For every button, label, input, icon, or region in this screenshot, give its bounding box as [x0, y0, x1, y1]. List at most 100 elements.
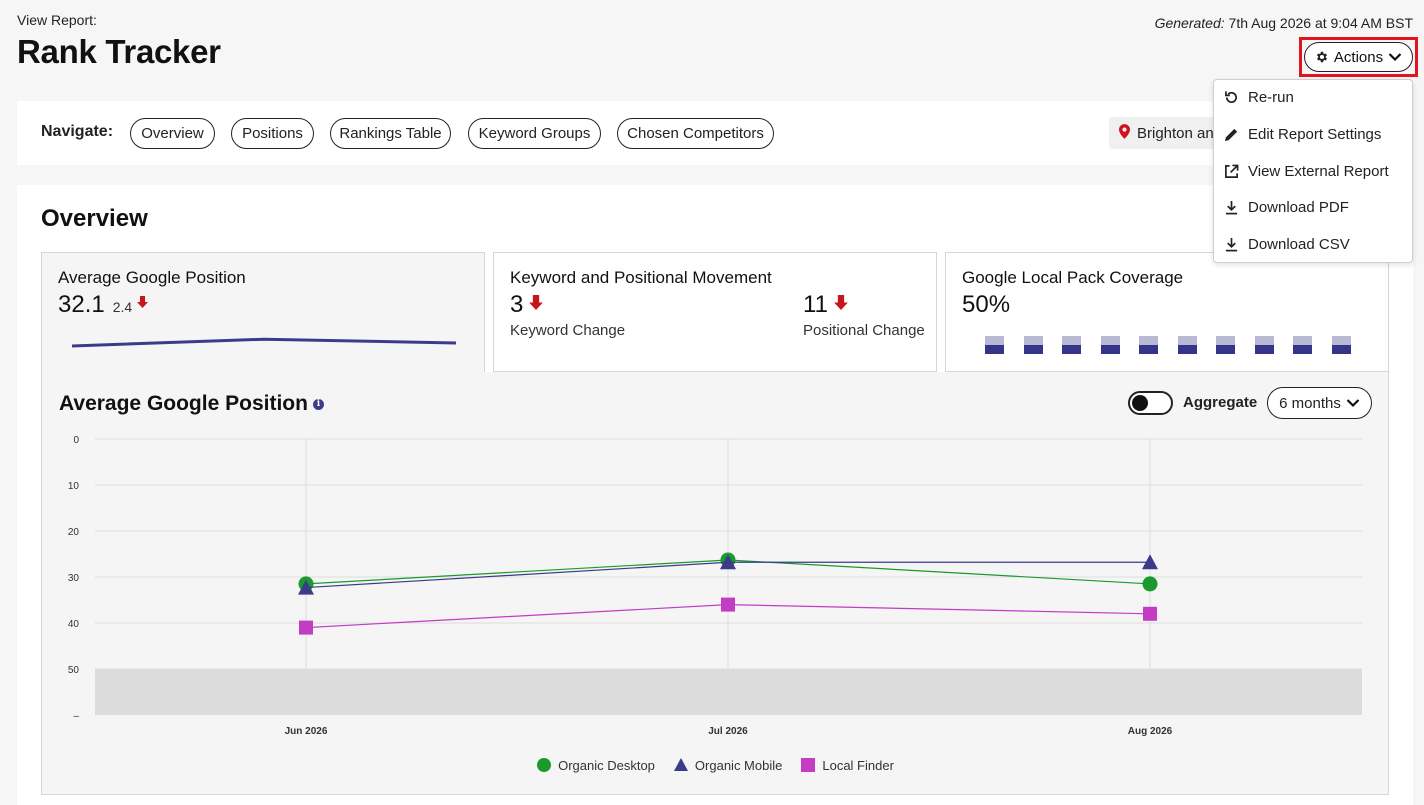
legend-label: Local Finder — [822, 757, 894, 773]
coverage-bar-fill — [1100, 345, 1120, 354]
local-pack-bars — [985, 336, 1370, 354]
legend-organic-mobile[interactable]: Organic Mobile — [673, 757, 782, 773]
x-tick-label: Aug 2026 — [1128, 726, 1173, 737]
coverage-bar-fill — [985, 345, 1004, 354]
range-select-value: 6 months — [1279, 394, 1341, 412]
nav-pill-chosen-competitors[interactable]: Chosen Competitors — [617, 118, 774, 149]
chart-title-text: Average Google Position — [59, 392, 308, 415]
menu-item-download-pdf[interactable]: Download PDF — [1214, 192, 1412, 222]
menu-item-rerun[interactable]: Re-run — [1214, 82, 1412, 112]
menu-item-edit-report-settings[interactable]: Edit Report Settings — [1214, 119, 1412, 149]
download-icon — [1222, 198, 1240, 216]
positional-change-label: Positional Change — [803, 322, 925, 339]
legend-local-finder[interactable]: Local Finder — [800, 757, 894, 773]
stat-title: Keyword and Positional Movement — [510, 268, 772, 287]
coverage-bar-fill — [1331, 345, 1351, 354]
menu-item-label: Download CSV — [1248, 235, 1350, 253]
location-chip[interactable]: Brighton and Hove — [1109, 117, 1229, 149]
coverage-bar — [1177, 336, 1197, 354]
menu-item-label: Edit Report Settings — [1248, 125, 1382, 143]
data-point[interactable] — [721, 597, 735, 612]
map-pin-icon — [1119, 123, 1137, 143]
stat-tab-average-position[interactable]: Average Google Position 32.1 2.4 — [41, 252, 485, 373]
aggregate-toggle[interactable] — [1128, 391, 1173, 415]
chevron-down-icon — [1346, 395, 1360, 412]
chart-legend: Organic Desktop Organic Mobile Local Fin… — [42, 757, 1388, 773]
coverage-bar — [985, 336, 1004, 354]
arrow-down-icon — [137, 295, 148, 313]
legend-label: Organic Mobile — [694, 757, 783, 773]
chevron-down-icon — [1388, 52, 1402, 62]
generated-label: Generated: — [1154, 15, 1225, 31]
coverage-bar — [1139, 336, 1158, 354]
average-position-change: 2.4 — [112, 299, 133, 315]
rerun-icon — [1222, 88, 1240, 106]
y-tick-label: 10 — [68, 481, 80, 492]
stat-tab-local-pack[interactable]: Google Local Pack Coverage 50% — [945, 252, 1389, 372]
pencil-icon — [1222, 125, 1240, 143]
aggregate-label: Aggregate — [1183, 394, 1258, 411]
generated-value: 7th Aug 2026 at 9:04 AM BST — [1228, 15, 1413, 31]
circle-marker-icon — [537, 758, 552, 772]
y-tick-label: 50 — [68, 665, 80, 676]
chart-panel: Average Google Position i Aggregate 6 mo… — [41, 372, 1389, 795]
menu-item-download-csv[interactable]: Download CSV — [1214, 229, 1412, 259]
x-tick-label: Jul 2026 — [708, 726, 748, 737]
data-point[interactable] — [299, 620, 313, 635]
data-point[interactable] — [1143, 606, 1157, 621]
nav-pill-positions[interactable]: Positions — [231, 118, 314, 149]
menu-item-view-external-report[interactable]: View External Report — [1214, 156, 1412, 186]
coverage-bar — [1062, 336, 1081, 354]
y-tick-label: 30 — [68, 573, 80, 584]
location-label: Brighton and Hove — [1137, 124, 1229, 142]
local-pack-value: 50% — [962, 291, 1011, 318]
menu-item-label: View External Report — [1248, 162, 1389, 180]
legend-organic-desktop[interactable]: Organic Desktop — [536, 757, 655, 773]
overview-title: Overview — [41, 205, 148, 232]
data-point[interactable] — [720, 554, 736, 570]
actions-button[interactable]: Actions — [1304, 42, 1413, 72]
coverage-bar-fill — [1216, 345, 1235, 354]
average-position-value: 32.1 — [58, 291, 105, 318]
coverage-bar-fill — [1177, 345, 1197, 354]
nav-pill-overview[interactable]: Overview — [130, 118, 215, 149]
position-line-chart: 0 10 20 30 40 50 – Jun 2026 Jul 2026 Aug 2026 — [68, 435, 1362, 737]
triangle-marker-icon — [673, 758, 688, 771]
positional-change-value: 11 — [803, 291, 828, 318]
toggle-knob — [1132, 395, 1148, 411]
download-icon — [1222, 235, 1240, 253]
keyword-change-value: 3 — [510, 291, 524, 318]
navigate-bar: Navigate: Overview Positions Rankings Ta… — [17, 101, 1413, 165]
stat-tab-movement[interactable]: Keyword and Positional Movement 3 Keywor… — [493, 252, 937, 372]
nav-pill-rankings-table[interactable]: Rankings Table — [330, 118, 451, 149]
menu-item-label: Download PDF — [1248, 198, 1349, 216]
arrow-down-icon — [529, 295, 544, 315]
square-marker-icon — [801, 758, 816, 772]
data-point[interactable] — [1142, 554, 1158, 570]
keyword-change-label: Keyword Change — [510, 322, 626, 339]
sparkline — [71, 337, 457, 348]
actions-label: Actions — [1333, 48, 1384, 66]
menu-item-label: Re-run — [1248, 88, 1294, 106]
coverage-bar — [1216, 336, 1235, 354]
nav-pill-keyword-groups[interactable]: Keyword Groups — [468, 118, 601, 149]
y-tick-label: – — [73, 711, 79, 722]
coverage-bar-fill — [1293, 345, 1312, 354]
sparkline-line — [71, 337, 457, 348]
data-point[interactable] — [1142, 576, 1158, 592]
x-tick-label: Jun 2026 — [285, 726, 328, 737]
page-title: Rank Tracker — [17, 33, 221, 70]
navigate-label: Navigate: — [41, 123, 114, 140]
view-report-label: View Report: — [17, 12, 97, 28]
chart-title: Average Google Position i — [59, 392, 324, 416]
data-point[interactable] — [298, 579, 314, 595]
stat-title: Google Local Pack Coverage — [962, 268, 1184, 287]
range-select[interactable]: 6 months — [1267, 387, 1372, 419]
overview-section: Overview Average Google Position 32.1 2.… — [17, 185, 1413, 805]
coverage-bar — [1100, 336, 1120, 354]
legend-label: Organic Desktop — [558, 757, 655, 773]
info-icon[interactable]: i — [312, 398, 324, 410]
arrow-down-icon — [834, 295, 848, 315]
coverage-bar-fill — [1254, 345, 1274, 354]
gear-icon — [1315, 50, 1329, 64]
